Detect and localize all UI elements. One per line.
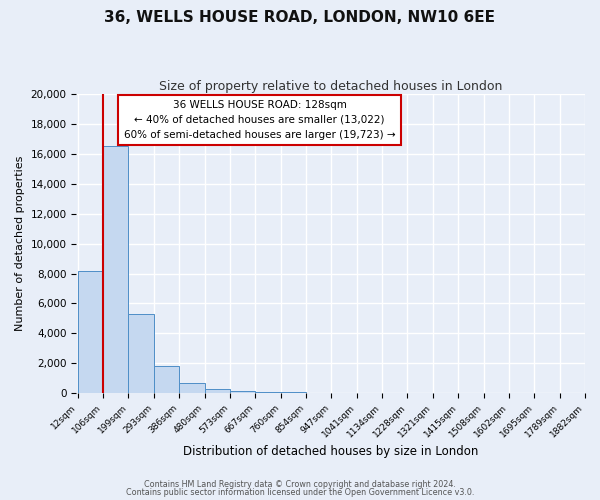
X-axis label: Distribution of detached houses by size in London: Distribution of detached houses by size …	[183, 444, 478, 458]
Y-axis label: Number of detached properties: Number of detached properties	[15, 156, 25, 332]
Text: Contains HM Land Registry data © Crown copyright and database right 2024.: Contains HM Land Registry data © Crown c…	[144, 480, 456, 489]
Bar	[205, 388, 230, 393]
Bar	[128, 314, 154, 393]
Bar	[255, 392, 281, 393]
Bar	[103, 146, 128, 393]
Text: Contains public sector information licensed under the Open Government Licence v3: Contains public sector information licen…	[126, 488, 474, 497]
Bar	[281, 392, 306, 393]
Text: 36, WELLS HOUSE ROAD, LONDON, NW10 6EE: 36, WELLS HOUSE ROAD, LONDON, NW10 6EE	[104, 10, 496, 25]
Bar	[230, 391, 255, 393]
Bar	[179, 382, 205, 393]
Title: Size of property relative to detached houses in London: Size of property relative to detached ho…	[159, 80, 502, 93]
Bar	[77, 270, 103, 393]
Bar	[154, 366, 179, 393]
Text: 36 WELLS HOUSE ROAD: 128sqm
← 40% of detached houses are smaller (13,022)
60% of: 36 WELLS HOUSE ROAD: 128sqm ← 40% of det…	[124, 100, 395, 140]
